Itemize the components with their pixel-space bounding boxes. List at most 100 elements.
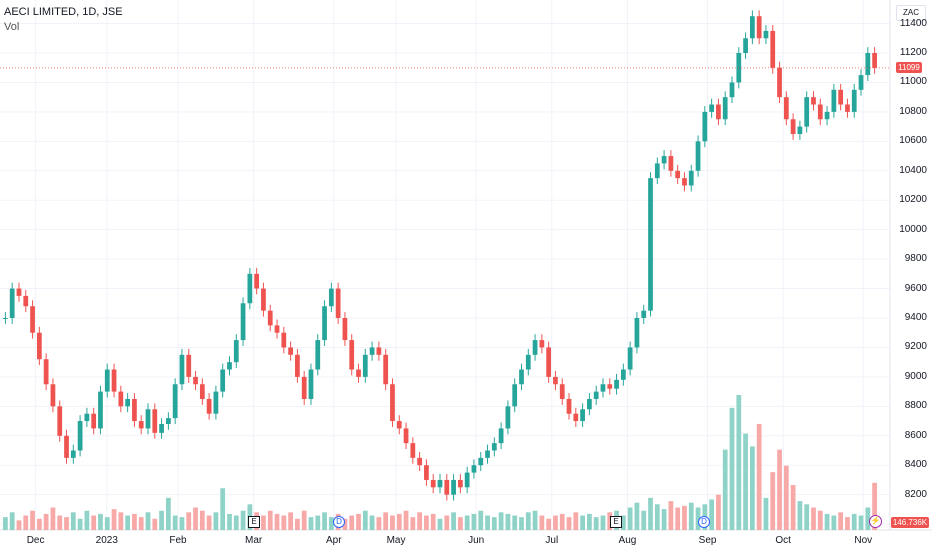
volume-bar — [777, 449, 782, 530]
dividend-marker[interactable]: D — [333, 516, 345, 528]
candle-body — [525, 354, 531, 370]
candle-body — [57, 406, 63, 436]
candle-body — [349, 340, 355, 370]
candle-body — [98, 391, 103, 429]
volume-bar — [104, 517, 110, 530]
volume-label: Vol — [4, 21, 20, 33]
candle-body — [369, 347, 375, 355]
volume-bar — [607, 512, 613, 530]
volume-bar — [315, 515, 321, 530]
candle-body — [16, 288, 22, 296]
volume-bar — [362, 510, 368, 530]
earnings-marker[interactable]: E — [248, 516, 260, 528]
volume-bar — [831, 515, 837, 530]
candle-body — [288, 347, 293, 355]
candle-body — [193, 376, 198, 385]
volume-bar — [356, 513, 361, 530]
candle-body — [328, 288, 334, 307]
volume-bar — [709, 499, 715, 530]
candle-body — [362, 354, 368, 377]
y-tick-label: 8800 — [904, 400, 927, 412]
volume-bar — [845, 517, 850, 530]
x-tick-label: May — [386, 535, 406, 546]
earnings-marker[interactable]: E — [610, 516, 622, 528]
volume-bar — [84, 510, 90, 530]
time-scale[interactable]: Dec 2023 Feb Mar Apr May Jun Jul Aug Sep Oct Nov — [0, 530, 890, 550]
volume-bar — [193, 507, 198, 530]
volume-bar — [98, 513, 103, 530]
volume-bar — [464, 515, 470, 530]
candle-body — [512, 384, 518, 407]
candle-body — [179, 354, 185, 385]
volume-bar — [505, 513, 511, 530]
candle-body — [152, 409, 158, 433]
volume-bar — [308, 517, 314, 530]
candle-body — [627, 347, 633, 370]
volume-bar — [668, 501, 674, 530]
volume-bar — [593, 517, 599, 530]
volume-bar — [546, 518, 552, 530]
candle-body — [444, 479, 450, 495]
candle-body — [790, 119, 796, 134]
volume-bar — [498, 512, 504, 530]
candle-body — [43, 359, 49, 385]
volume-bar — [390, 515, 395, 530]
candle-body — [478, 457, 484, 466]
candle-body — [464, 472, 470, 488]
candle-body — [322, 306, 327, 341]
volume-bar — [261, 515, 266, 530]
volume-bar — [661, 509, 667, 530]
volume-bar — [797, 501, 803, 530]
volume-bar — [688, 502, 694, 530]
dividend-marker[interactable]: D — [698, 516, 710, 528]
volume-bar — [457, 517, 463, 530]
candle-body — [838, 89, 844, 105]
volume-bar — [424, 515, 429, 530]
lightning-icon[interactable]: ⚡ — [869, 515, 882, 528]
volume-bar — [376, 517, 382, 530]
volume-bar — [485, 515, 490, 530]
x-tick-label: Mar — [245, 535, 263, 546]
y-tick-label: 9800 — [904, 253, 927, 265]
candle-body — [505, 406, 511, 429]
candle-body — [756, 16, 762, 39]
volume-bar — [722, 449, 728, 530]
candle-body — [695, 141, 701, 171]
volume-bar — [756, 423, 762, 530]
volume-bar — [9, 512, 15, 530]
volume-bar — [790, 485, 796, 530]
volume-bar — [118, 512, 124, 530]
candle-body — [390, 384, 395, 422]
currency-button[interactable]: ZAC — [896, 5, 926, 21]
volume-bar — [23, 515, 29, 530]
candle-body — [138, 421, 144, 429]
x-tick-label: Oct — [775, 535, 791, 546]
candle-body — [797, 126, 803, 134]
volume-bar — [838, 512, 844, 530]
candle-body — [227, 362, 232, 370]
candle-body — [831, 89, 837, 112]
price-scale[interactable]: 8000820084008600880090009200940096009800… — [890, 0, 932, 530]
volume-bar — [519, 517, 524, 530]
candle-body — [858, 75, 864, 90]
candle-body — [199, 384, 205, 399]
y-tick-label: 11200 — [899, 47, 927, 58]
y-tick-label: 9000 — [904, 370, 927, 382]
candle-body — [620, 369, 626, 380]
volume-bar — [471, 513, 477, 530]
volume-bar — [675, 507, 681, 530]
volume-bar — [152, 518, 158, 530]
candle-body — [308, 369, 314, 399]
volume-bar — [138, 517, 144, 530]
volume-bar — [763, 497, 769, 530]
candle-body — [682, 178, 687, 186]
volume-bar — [240, 510, 246, 530]
candle-body — [457, 479, 463, 488]
candle-body — [804, 97, 810, 127]
volume-bar — [125, 515, 131, 530]
volume-bar — [172, 515, 178, 530]
volume-bar — [682, 505, 687, 530]
candle-body — [240, 303, 246, 341]
volume-bar — [491, 517, 497, 530]
